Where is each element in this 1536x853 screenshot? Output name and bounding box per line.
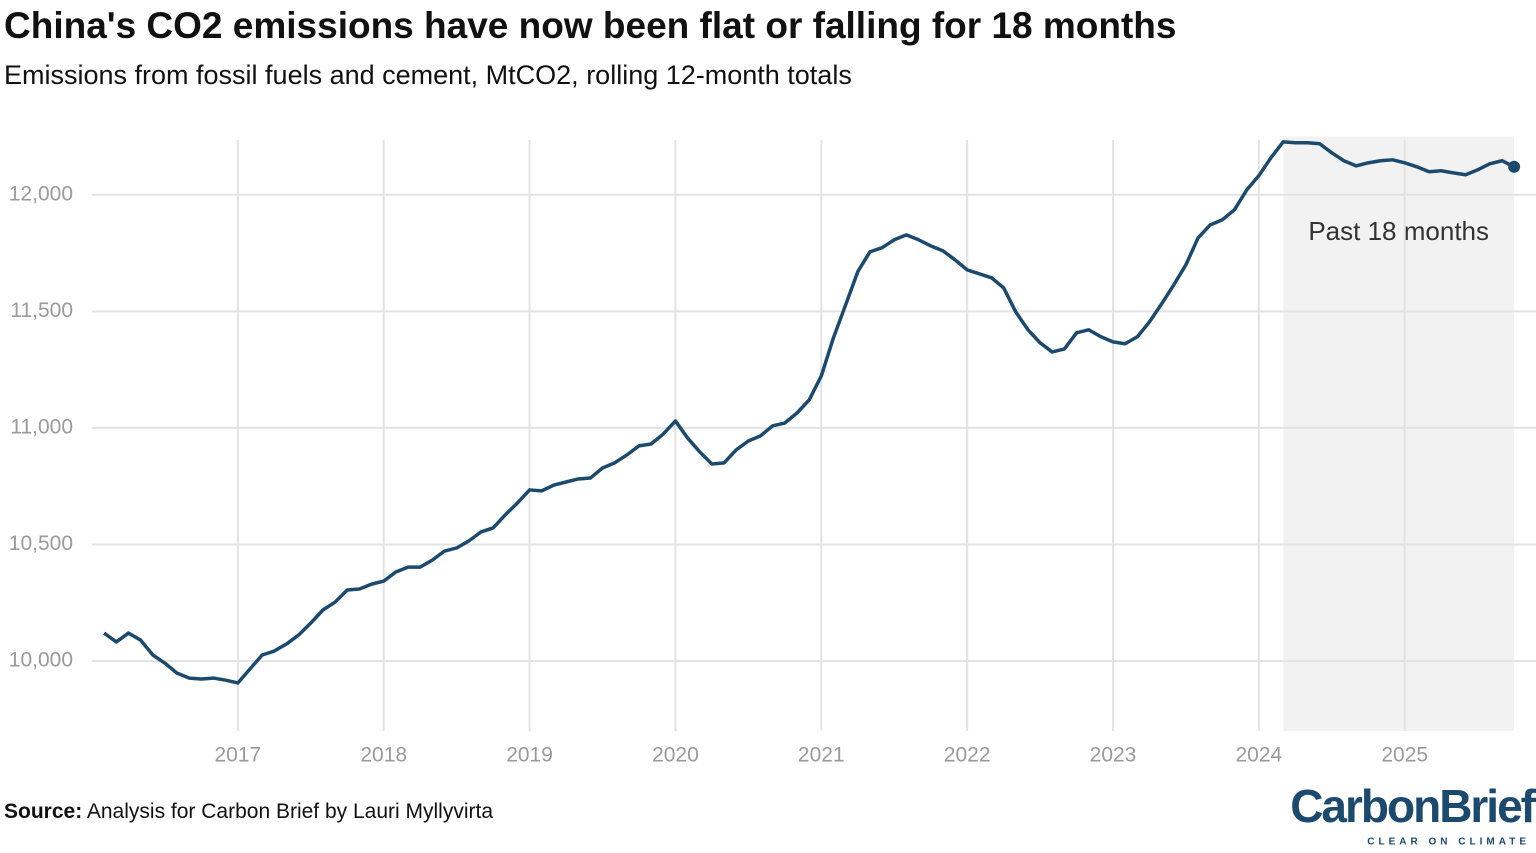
highlight-band [1283,136,1515,731]
x-tick-label: 2020 [652,744,699,767]
logo: CarbonBrief [1290,780,1536,832]
y-tick-label: 11,000 [10,415,73,438]
x-tick-label: 2017 [214,744,261,767]
x-tick-label: 2023 [1090,744,1137,767]
x-tick-label: 2021 [798,744,845,767]
y-tick-label: 12,000 [9,182,73,205]
y-tick-label: 10,000 [9,649,73,672]
x-tick-label: 2024 [1236,744,1283,767]
source-label: Source: [4,800,82,823]
line-series [103,140,1515,685]
x-tick-label: 2025 [1381,744,1428,767]
plot-area: Past 18 months 10,000 10,500 11,000 11,500 12… [9,136,1536,767]
highlight-label: Past 18 months [1308,216,1489,246]
y-tick-label: 11,500 [10,299,73,322]
y-tick-label: 10,500 [9,532,73,555]
chart-subtitle: Emissions from fossil fuels and cement, … [4,60,852,90]
source: Source: Analysis for Carbon Brief by Lau… [4,800,493,823]
chart-title: China's CO2 emissions have now been flat… [4,5,1176,46]
x-tick-label: 2019 [506,744,553,767]
source-text: Analysis for Carbon Brief by Lauri Mylly… [87,800,493,823]
x-tick-label: 2022 [944,744,991,767]
x-tick-label: 2018 [360,744,407,767]
end-point [1508,160,1521,173]
logo-tagline: CLEAR ON CLIMATE [1367,837,1530,848]
